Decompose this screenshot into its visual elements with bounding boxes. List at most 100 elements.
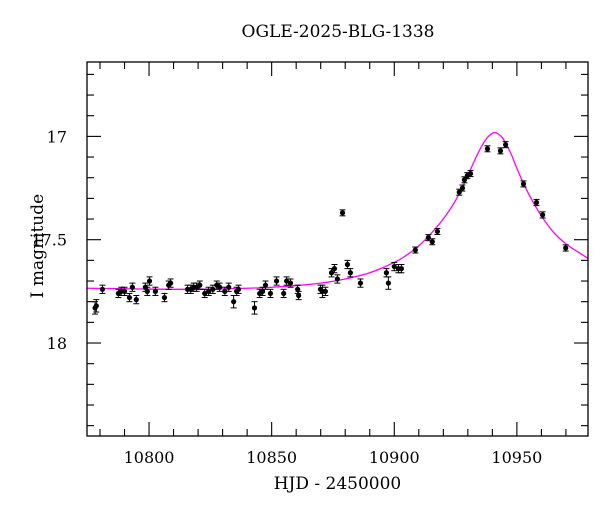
point-marker [296, 292, 302, 299]
point-marker [273, 278, 280, 284]
data-point [273, 276, 280, 286]
point-marker [429, 239, 435, 245]
x-tick-label: 10950 [491, 448, 542, 467]
y-tick-label: 17 [47, 127, 67, 146]
y-tick-label: 18 [47, 334, 67, 353]
data-point [295, 290, 302, 301]
data-point [385, 276, 392, 290]
data-point [235, 284, 242, 294]
model-fit-curve [87, 132, 588, 290]
data-point [221, 286, 228, 296]
point-marker [226, 284, 232, 290]
point-marker [259, 288, 266, 294]
data-point [425, 234, 432, 242]
data-point [459, 184, 466, 192]
data-point [209, 284, 216, 294]
data-point [539, 211, 546, 219]
point-marker [146, 278, 153, 284]
data-point [287, 278, 294, 288]
point-marker [412, 247, 418, 253]
point-marker [339, 210, 346, 216]
data-point [520, 180, 527, 188]
point-marker [484, 146, 491, 152]
tick-labels: 10800 10850 10900 10950 17 17.5 18 [31, 127, 542, 467]
point-marker [459, 185, 466, 191]
point-marker [262, 282, 269, 288]
data-point [121, 286, 128, 296]
point-marker [231, 299, 237, 305]
major-ticks [87, 62, 588, 436]
point-marker [267, 290, 274, 297]
data-point [283, 276, 290, 286]
point-marker [287, 280, 294, 286]
data-point [144, 286, 151, 296]
data-point [484, 145, 491, 153]
point-marker [206, 288, 212, 294]
data-point [533, 198, 540, 207]
data-point [152, 286, 159, 296]
data-point [205, 286, 212, 296]
point-marker [467, 170, 474, 177]
point-marker [456, 189, 462, 195]
point-marker [251, 305, 258, 311]
point-marker [217, 284, 223, 290]
data-point [146, 276, 153, 286]
point-marker [210, 286, 216, 292]
point-marker [347, 270, 353, 276]
point-marker [434, 228, 441, 235]
point-marker [398, 266, 404, 272]
y-axis-label: I magnitude [28, 193, 48, 299]
point-marker [222, 288, 228, 294]
data-point [167, 278, 174, 288]
data-point [93, 299, 100, 313]
axes-frame [86, 61, 589, 437]
data-point [201, 288, 208, 299]
point-marker [520, 181, 527, 187]
data-point [383, 268, 390, 278]
point-marker [281, 290, 287, 297]
data-point [259, 286, 266, 296]
point-marker [331, 266, 338, 272]
point-marker [540, 212, 546, 218]
x-axis-label: HJD - 2450000 [273, 474, 402, 494]
minor-ticks [87, 62, 588, 436]
chart-title: OGLE-2025-BLG-1338 [241, 22, 435, 42]
data-point [429, 238, 436, 246]
data-point [126, 292, 133, 303]
data-point [502, 141, 509, 149]
data-point [562, 244, 569, 252]
point-marker [161, 294, 168, 301]
x-tick-label: 10900 [369, 448, 420, 467]
point-marker [235, 286, 242, 292]
data-point [339, 209, 346, 217]
point-marker [344, 261, 351, 268]
data-point [267, 288, 274, 299]
point-marker [121, 288, 128, 294]
data-point [331, 263, 338, 274]
data-point [216, 282, 223, 292]
data-point [434, 227, 441, 235]
data-point [398, 263, 405, 274]
point-marker [133, 297, 139, 303]
point-marker [533, 199, 540, 206]
point-marker [385, 280, 391, 286]
point-marker [425, 235, 431, 241]
point-marker [197, 282, 203, 288]
data-point [334, 274, 341, 284]
data-point [322, 286, 329, 296]
data-point [467, 170, 474, 178]
data-points [92, 141, 569, 315]
point-marker [503, 142, 509, 148]
point-marker [357, 280, 364, 286]
data-point [161, 292, 168, 303]
point-marker [168, 280, 174, 286]
point-marker [295, 286, 301, 292]
point-marker [129, 284, 135, 290]
data-point [391, 261, 398, 272]
x-tick-label: 10800 [124, 448, 175, 467]
point-marker [99, 286, 106, 292]
x-tick-label: 10850 [246, 448, 297, 467]
data-point [280, 288, 287, 299]
data-point [129, 282, 136, 292]
point-marker [383, 270, 390, 276]
